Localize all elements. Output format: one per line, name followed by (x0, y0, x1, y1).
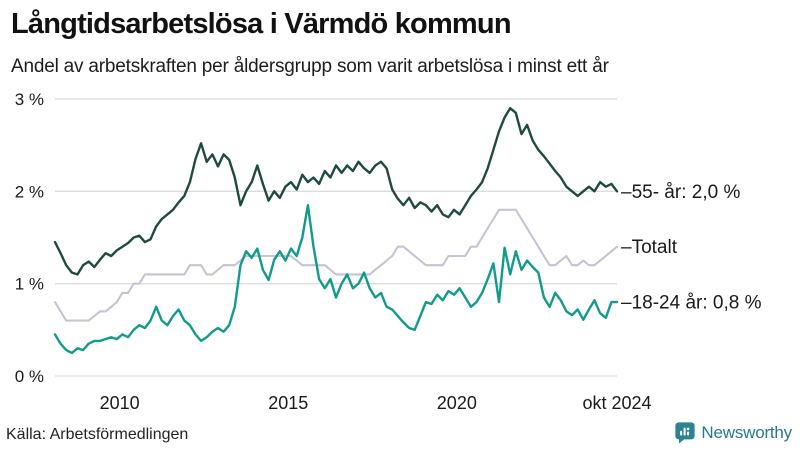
newsworthy-bar-chart-bubble-icon (675, 422, 696, 444)
x-tick-label: 2015 (268, 393, 308, 413)
x-tick-label: 2010 (100, 393, 140, 413)
series-end-label-55--år: –55- år: 2,0 % (621, 182, 740, 203)
chart-subtitle: Andel av arbetskraften per åldersgrupp s… (11, 56, 609, 77)
x-tick-label: okt 2024 (582, 393, 651, 413)
y-tick-label: 3 % (15, 90, 44, 109)
series-line-18-24-år (53, 203, 619, 355)
series-end-label-18-24-år: –18-24 år: 0,8 % (621, 293, 762, 314)
y-tick-label: 2 % (15, 182, 44, 201)
series-end-label-Totalt: –Totalt (621, 237, 678, 258)
source-note: Källa: Arbetsförmedlingen (6, 426, 189, 443)
y-tick-label: 1 % (15, 275, 44, 294)
brand-logo: Newsworthy (674, 421, 792, 444)
x-tick-label: 2020 (437, 393, 477, 413)
y-tick-label: 0 % (15, 367, 44, 386)
series-line-55--år (53, 106, 619, 276)
series-line-Totalt (53, 208, 619, 322)
brand-name: Newsworthy (701, 422, 792, 442)
page-title: Långtidsarbetslösa i Värmdö kommun (11, 8, 512, 40)
